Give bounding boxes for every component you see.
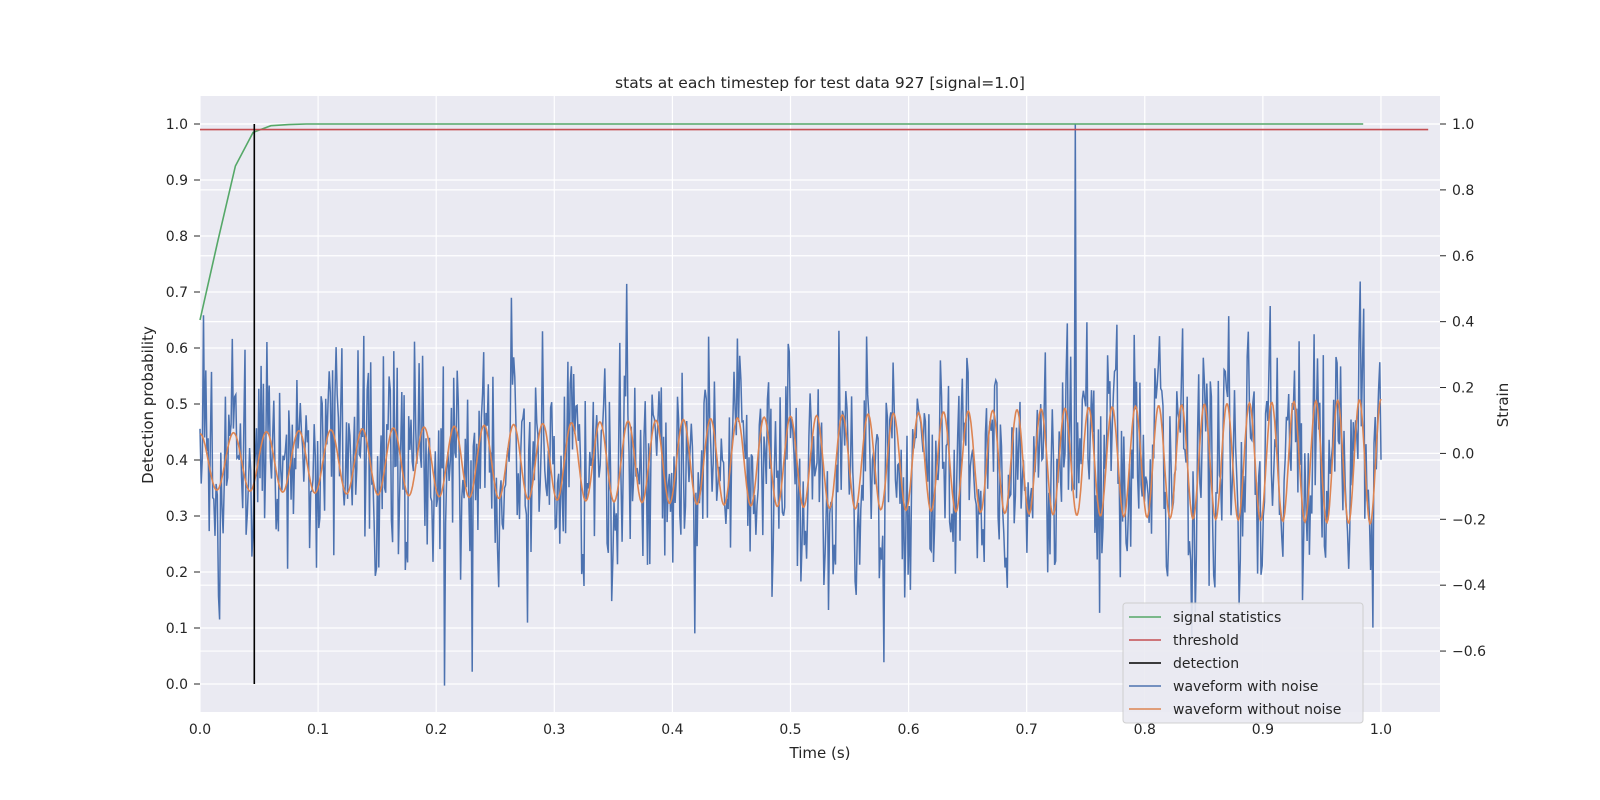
x-tick-label: 0.5 (779, 722, 801, 738)
y-tick-label: 0.9 (166, 173, 188, 189)
series-waveform-without-noise (199, 398, 1382, 526)
y-tick-label: 0.3 (166, 509, 188, 525)
y2-tick-label: −0.2 (1452, 512, 1486, 528)
x-tick-label: 0.7 (1016, 722, 1038, 738)
y2-tick-label: 1.0 (1452, 117, 1474, 133)
legend-item-signal-statistics: signal statistics (1129, 610, 1281, 626)
y-axis-label: Detection probability (139, 326, 157, 484)
x-tick-label: 0.0 (189, 722, 211, 738)
tick-labels: 0.0 0.1 0.2 0.3 0.4 0.5 0.6 0.7 0.8 0.9 1.0 0.0 0.1 0… (166, 117, 1486, 738)
x-tick-label: 0.9 (1252, 722, 1274, 738)
series-waveform-with-noise (199, 123, 1382, 686)
legend-label-waveform-with-noise: waveform with noise (1173, 679, 1318, 695)
legend: signal statistics threshold detection wa… (1122, 602, 1364, 724)
chart-title: stats at each timestep for test data 927… (615, 74, 1025, 92)
y-tick-label: 0.0 (166, 677, 188, 693)
y2-axis-label: Strain (1494, 383, 1512, 427)
x-tick-label: 0.1 (307, 722, 329, 738)
series-layer (199, 123, 1429, 686)
x-tick-label: 0.6 (897, 722, 919, 738)
legend-item-threshold: threshold (1129, 633, 1239, 649)
y-tick-label: 0.6 (166, 341, 188, 357)
y2-tick-label: −0.6 (1452, 644, 1486, 660)
legend-label-threshold: threshold (1173, 633, 1239, 649)
x-tick-label: 0.2 (425, 722, 447, 738)
x-axis-label: Time (s) (789, 744, 851, 762)
y-tick-label: 0.4 (166, 453, 188, 469)
y-tick-label: 0.7 (166, 285, 188, 301)
legend-item-waveform-with-noise: waveform with noise (1129, 679, 1318, 695)
legend-label-signal-statistics: signal statistics (1173, 610, 1281, 626)
y-tick-label: 0.5 (166, 397, 188, 413)
y2-tick-label: 0.6 (1452, 249, 1474, 265)
legend-item-detection: detection (1129, 656, 1239, 672)
y2-tick-label: 0.0 (1452, 446, 1474, 462)
legend-item-waveform-without-noise: waveform without noise (1129, 702, 1341, 718)
series-signal-statistics (199, 123, 1364, 321)
x-tick-label: 1.0 (1370, 722, 1392, 738)
y-tick-label: 0.1 (166, 621, 188, 637)
y2-tick-label: 0.8 (1452, 183, 1474, 199)
x-tick-label: 0.4 (661, 722, 683, 738)
y2-tick-label: 0.2 (1452, 381, 1474, 397)
legend-label-detection: detection (1173, 656, 1239, 672)
y-tick-label: 0.2 (166, 565, 188, 581)
x-tick-label: 0.8 (1134, 722, 1156, 738)
x-tick-label: 0.3 (543, 722, 565, 738)
y-tick-label: 0.8 (166, 229, 188, 245)
legend-box (1122, 602, 1364, 724)
y-tick-label: 1.0 (166, 117, 188, 133)
legend-label-waveform-without-noise: waveform without noise (1173, 702, 1341, 718)
y2-tick-label: −0.4 (1452, 578, 1486, 594)
y2-tick-label: 0.4 (1452, 315, 1474, 331)
